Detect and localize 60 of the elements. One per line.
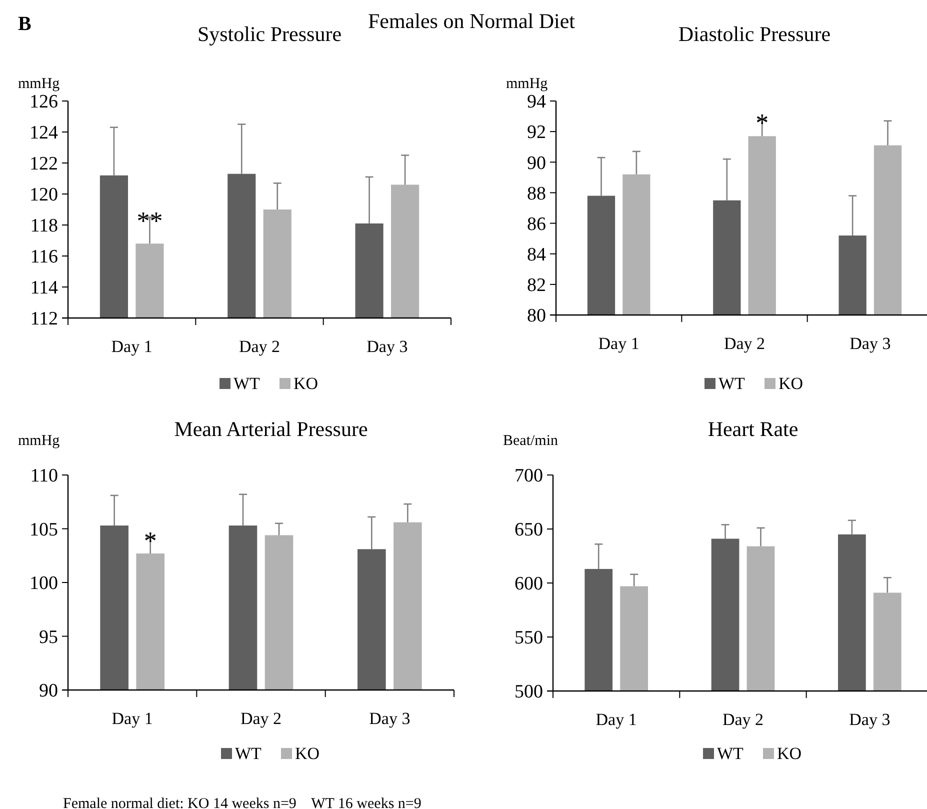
- chart-title: Heart Rate: [708, 417, 798, 441]
- text: Female normal diet: KO 14 weeks n=9 WT 16 weeks n=9: [63, 796, 422, 809]
- legend-label: WT: [235, 744, 262, 763]
- y-tick-label: 95: [39, 626, 58, 648]
- chart-title: Mean Arterial Pressure: [174, 417, 368, 441]
- annotation: *: [144, 526, 157, 556]
- chart-title: Diastolic Pressure: [678, 22, 831, 46]
- chart-title: Systolic Pressure: [197, 22, 342, 46]
- legend-label: KO: [295, 744, 320, 763]
- y-axis-title: Beat/min: [503, 433, 558, 449]
- y-tick-label: 90: [527, 152, 546, 174]
- x-tick-label: Day 3: [369, 709, 410, 728]
- annotation: *: [756, 108, 769, 138]
- y-tick-label: 84: [527, 244, 546, 266]
- x-tick-label: Day 1: [111, 337, 152, 356]
- x-tick-label: Day 3: [366, 337, 408, 356]
- y-tick-label: 112: [30, 308, 58, 330]
- y-tick-label: 86: [527, 214, 546, 235]
- x-tick-label: Day 3: [849, 710, 890, 729]
- y-tick-label: 600: [514, 574, 543, 595]
- legend-label: KO: [294, 374, 318, 393]
- y-tick-label: 92: [527, 122, 546, 144]
- y-tick-label: 116: [30, 246, 58, 268]
- legend-label: WT: [234, 374, 261, 393]
- y-axis-title: mmHg: [18, 433, 60, 449]
- x-tick-label: Day 2: [724, 334, 766, 353]
- text: Females on Normal Diet: [368, 9, 576, 33]
- x-tick-label: Day 2: [238, 337, 280, 356]
- text: B: [18, 13, 32, 35]
- annotation: **: [136, 206, 163, 236]
- y-tick-label: 120: [30, 184, 58, 206]
- y-tick-label: 550: [514, 628, 543, 649]
- x-tick-label: Day 1: [598, 334, 640, 353]
- y-tick-label: 700: [514, 466, 543, 487]
- y-tick-label: 94: [527, 92, 546, 113]
- y-tick-label: 114: [30, 278, 58, 299]
- y-tick-label: 118: [30, 216, 58, 237]
- y-tick-label: 650: [514, 520, 543, 541]
- y-tick-label: 105: [30, 519, 58, 540]
- x-tick-label: Day 1: [112, 709, 153, 728]
- y-axis-title: mmHg: [18, 76, 60, 92]
- x-tick-label: Day 2: [722, 710, 764, 729]
- y-tick-label: 124: [30, 122, 58, 144]
- legend-label: WT: [718, 374, 746, 393]
- y-tick-label: 90: [39, 680, 58, 702]
- y-tick-label: 80: [527, 306, 546, 327]
- y-tick-label: 110: [30, 466, 58, 487]
- y-tick-label: 88: [527, 183, 546, 204]
- y-tick-label: 122: [30, 154, 58, 175]
- y-tick-label: 82: [527, 275, 546, 296]
- y-tick-label: 500: [514, 682, 543, 703]
- legend-label: KO: [778, 374, 804, 393]
- y-tick-label: 100: [30, 573, 58, 594]
- x-tick-label: Day 2: [240, 709, 282, 728]
- x-tick-label: Day 1: [596, 710, 637, 729]
- y-tick-label: 126: [30, 92, 58, 113]
- legend-label: KO: [777, 744, 802, 763]
- legend-label: WT: [717, 744, 744, 763]
- y-axis-title: mmHg: [506, 76, 548, 92]
- x-tick-label: Day 3: [850, 334, 891, 353]
